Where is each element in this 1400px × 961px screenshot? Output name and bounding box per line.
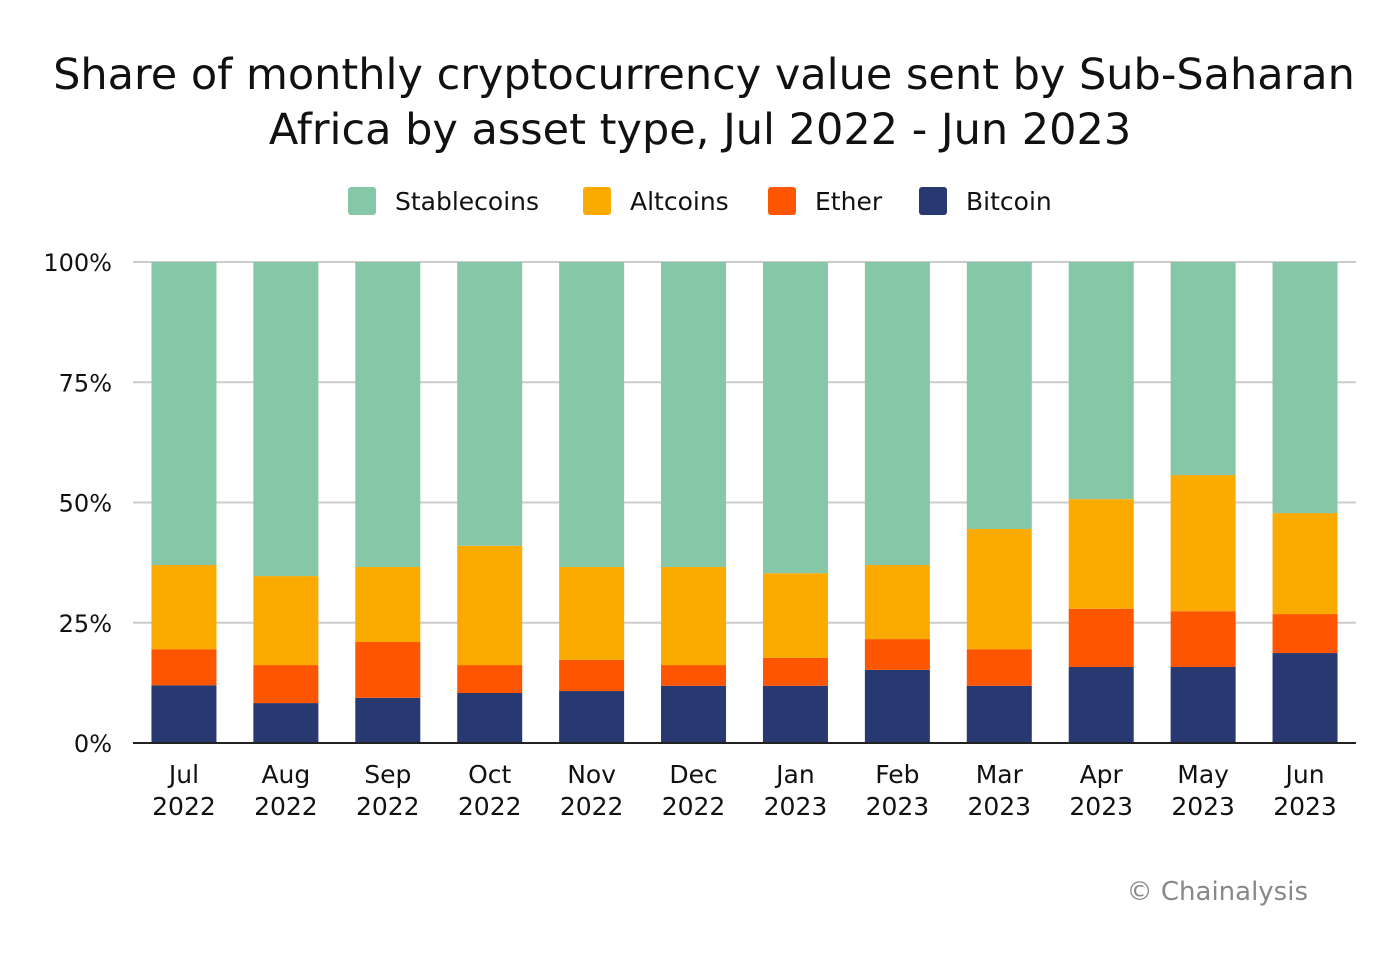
bar-segment-bitcoin <box>661 685 727 743</box>
bar-segment-stablecoins <box>661 262 727 567</box>
chart-title-line-1: Share of monthly cryptocurrency value se… <box>53 50 1355 100</box>
y-tick-label: 100% <box>43 249 112 277</box>
x-tick-label: 2023 <box>866 792 930 821</box>
legend-swatch-ether <box>768 187 796 215</box>
bar-segment-ether <box>1170 611 1236 668</box>
legend-swatch-bitcoin <box>919 187 947 215</box>
bar-segment-stablecoins <box>1170 262 1236 476</box>
bar-segment-altcoins <box>151 565 217 650</box>
bar-segment-ether <box>661 665 727 686</box>
y-tick-label: 50% <box>59 490 112 518</box>
gridlines: 0% 25% 50% 75% 100% <box>43 249 1356 758</box>
bar-segment-stablecoins <box>253 262 319 577</box>
x-tick-label: Jun <box>1284 760 1325 789</box>
bar-segment-ether <box>1272 614 1338 654</box>
bar-segment-bitcoin <box>864 669 930 743</box>
legend: Stablecoins Altcoins Ether Bitcoin <box>348 187 1052 216</box>
x-tick-label: Nov <box>567 760 616 789</box>
bar-segment-bitcoin <box>1170 667 1236 743</box>
legend-label-stablecoins: Stablecoins <box>395 187 539 216</box>
legend-swatch-altcoins <box>583 187 611 215</box>
x-tick-label: 2022 <box>152 792 216 821</box>
chart-title-line-2: Africa by asset type, Jul 2022 - Jun 202… <box>269 105 1131 155</box>
x-tick-label: Feb <box>875 760 919 789</box>
bar-segment-stablecoins <box>559 262 625 567</box>
x-tick-label: Dec <box>669 760 717 789</box>
bar-segment-altcoins <box>1272 513 1338 615</box>
bar-segment-ether <box>864 639 930 670</box>
x-tick-label: 2022 <box>356 792 420 821</box>
x-tick-label: 2022 <box>458 792 522 821</box>
bar-segment-stablecoins <box>762 262 828 574</box>
bar-segment-ether <box>457 665 523 693</box>
legend-swatch-stablecoins <box>348 187 376 215</box>
bar-segment-bitcoin <box>355 697 421 743</box>
x-tick-label: 2023 <box>967 792 1031 821</box>
bar-segment-stablecoins <box>966 262 1032 529</box>
bar-segment-ether <box>253 665 319 704</box>
bar-segment-ether <box>1068 608 1134 668</box>
x-tick-label: Sep <box>364 760 411 789</box>
bar-segment-stablecoins <box>1068 262 1134 500</box>
bar-segment-ether <box>559 659 625 692</box>
bar-segment-altcoins <box>253 576 319 666</box>
bar-segment-altcoins <box>762 573 828 658</box>
x-tick-label: 2022 <box>254 792 318 821</box>
x-tick-label: 2022 <box>560 792 624 821</box>
bar-segment-ether <box>355 641 421 698</box>
y-tick-label: 25% <box>59 610 112 638</box>
bar-segment-stablecoins <box>1272 262 1338 514</box>
legend-label-ether: Ether <box>815 187 883 216</box>
y-tick-label: 0% <box>74 730 112 758</box>
x-tick-label: Jul <box>167 760 199 789</box>
bar-segment-bitcoin <box>1068 667 1134 743</box>
x-tick-label: 2023 <box>1069 792 1133 821</box>
bar-segment-stablecoins <box>457 262 523 546</box>
x-tick-label: Oct <box>468 760 511 789</box>
y-tick-label: 75% <box>59 369 112 397</box>
bar-segment-altcoins <box>966 528 1032 650</box>
bar-segment-altcoins <box>661 566 727 666</box>
bar-segment-bitcoin <box>253 703 319 743</box>
x-axis-labels: Jul 2022 Aug 2022 Sep 2022 Oct 2022 Nov 2022 Dec 20… <box>152 760 1337 821</box>
x-tick-label: Jan <box>774 760 815 789</box>
bar-segment-altcoins <box>1170 475 1236 612</box>
x-tick-label: 2023 <box>1171 792 1235 821</box>
bars <box>151 262 1338 743</box>
legend-label-bitcoin: Bitcoin <box>966 187 1052 216</box>
bar-segment-bitcoin <box>966 685 1032 743</box>
bar-segment-ether <box>966 649 1032 686</box>
x-tick-label: Aug <box>261 760 310 789</box>
bar-segment-altcoins <box>559 566 625 660</box>
bar-segment-altcoins <box>355 566 421 642</box>
x-tick-label: Apr <box>1080 760 1124 789</box>
bar-segment-bitcoin <box>559 691 625 743</box>
legend-label-altcoins: Altcoins <box>630 187 729 216</box>
bar-segment-ether <box>762 657 828 686</box>
bar-segment-bitcoin <box>457 692 523 743</box>
bar-segment-bitcoin <box>1272 653 1338 743</box>
bar-segment-altcoins <box>864 565 930 640</box>
x-tick-label: 2022 <box>662 792 726 821</box>
bar-segment-stablecoins <box>864 262 930 566</box>
bar-segment-altcoins <box>1068 499 1134 609</box>
x-tick-label: Mar <box>976 760 1024 789</box>
bar-segment-bitcoin <box>762 685 828 743</box>
x-tick-label: 2023 <box>1273 792 1337 821</box>
x-tick-label: 2023 <box>764 792 828 821</box>
bar-segment-stablecoins <box>355 262 421 567</box>
x-tick-label: May <box>1177 760 1229 789</box>
bar-segment-bitcoin <box>151 685 217 743</box>
bar-segment-stablecoins <box>151 262 217 566</box>
bar-segment-altcoins <box>457 545 523 666</box>
footer-credit: © Chainalysis <box>1127 877 1308 907</box>
bar-segment-ether <box>151 649 217 686</box>
